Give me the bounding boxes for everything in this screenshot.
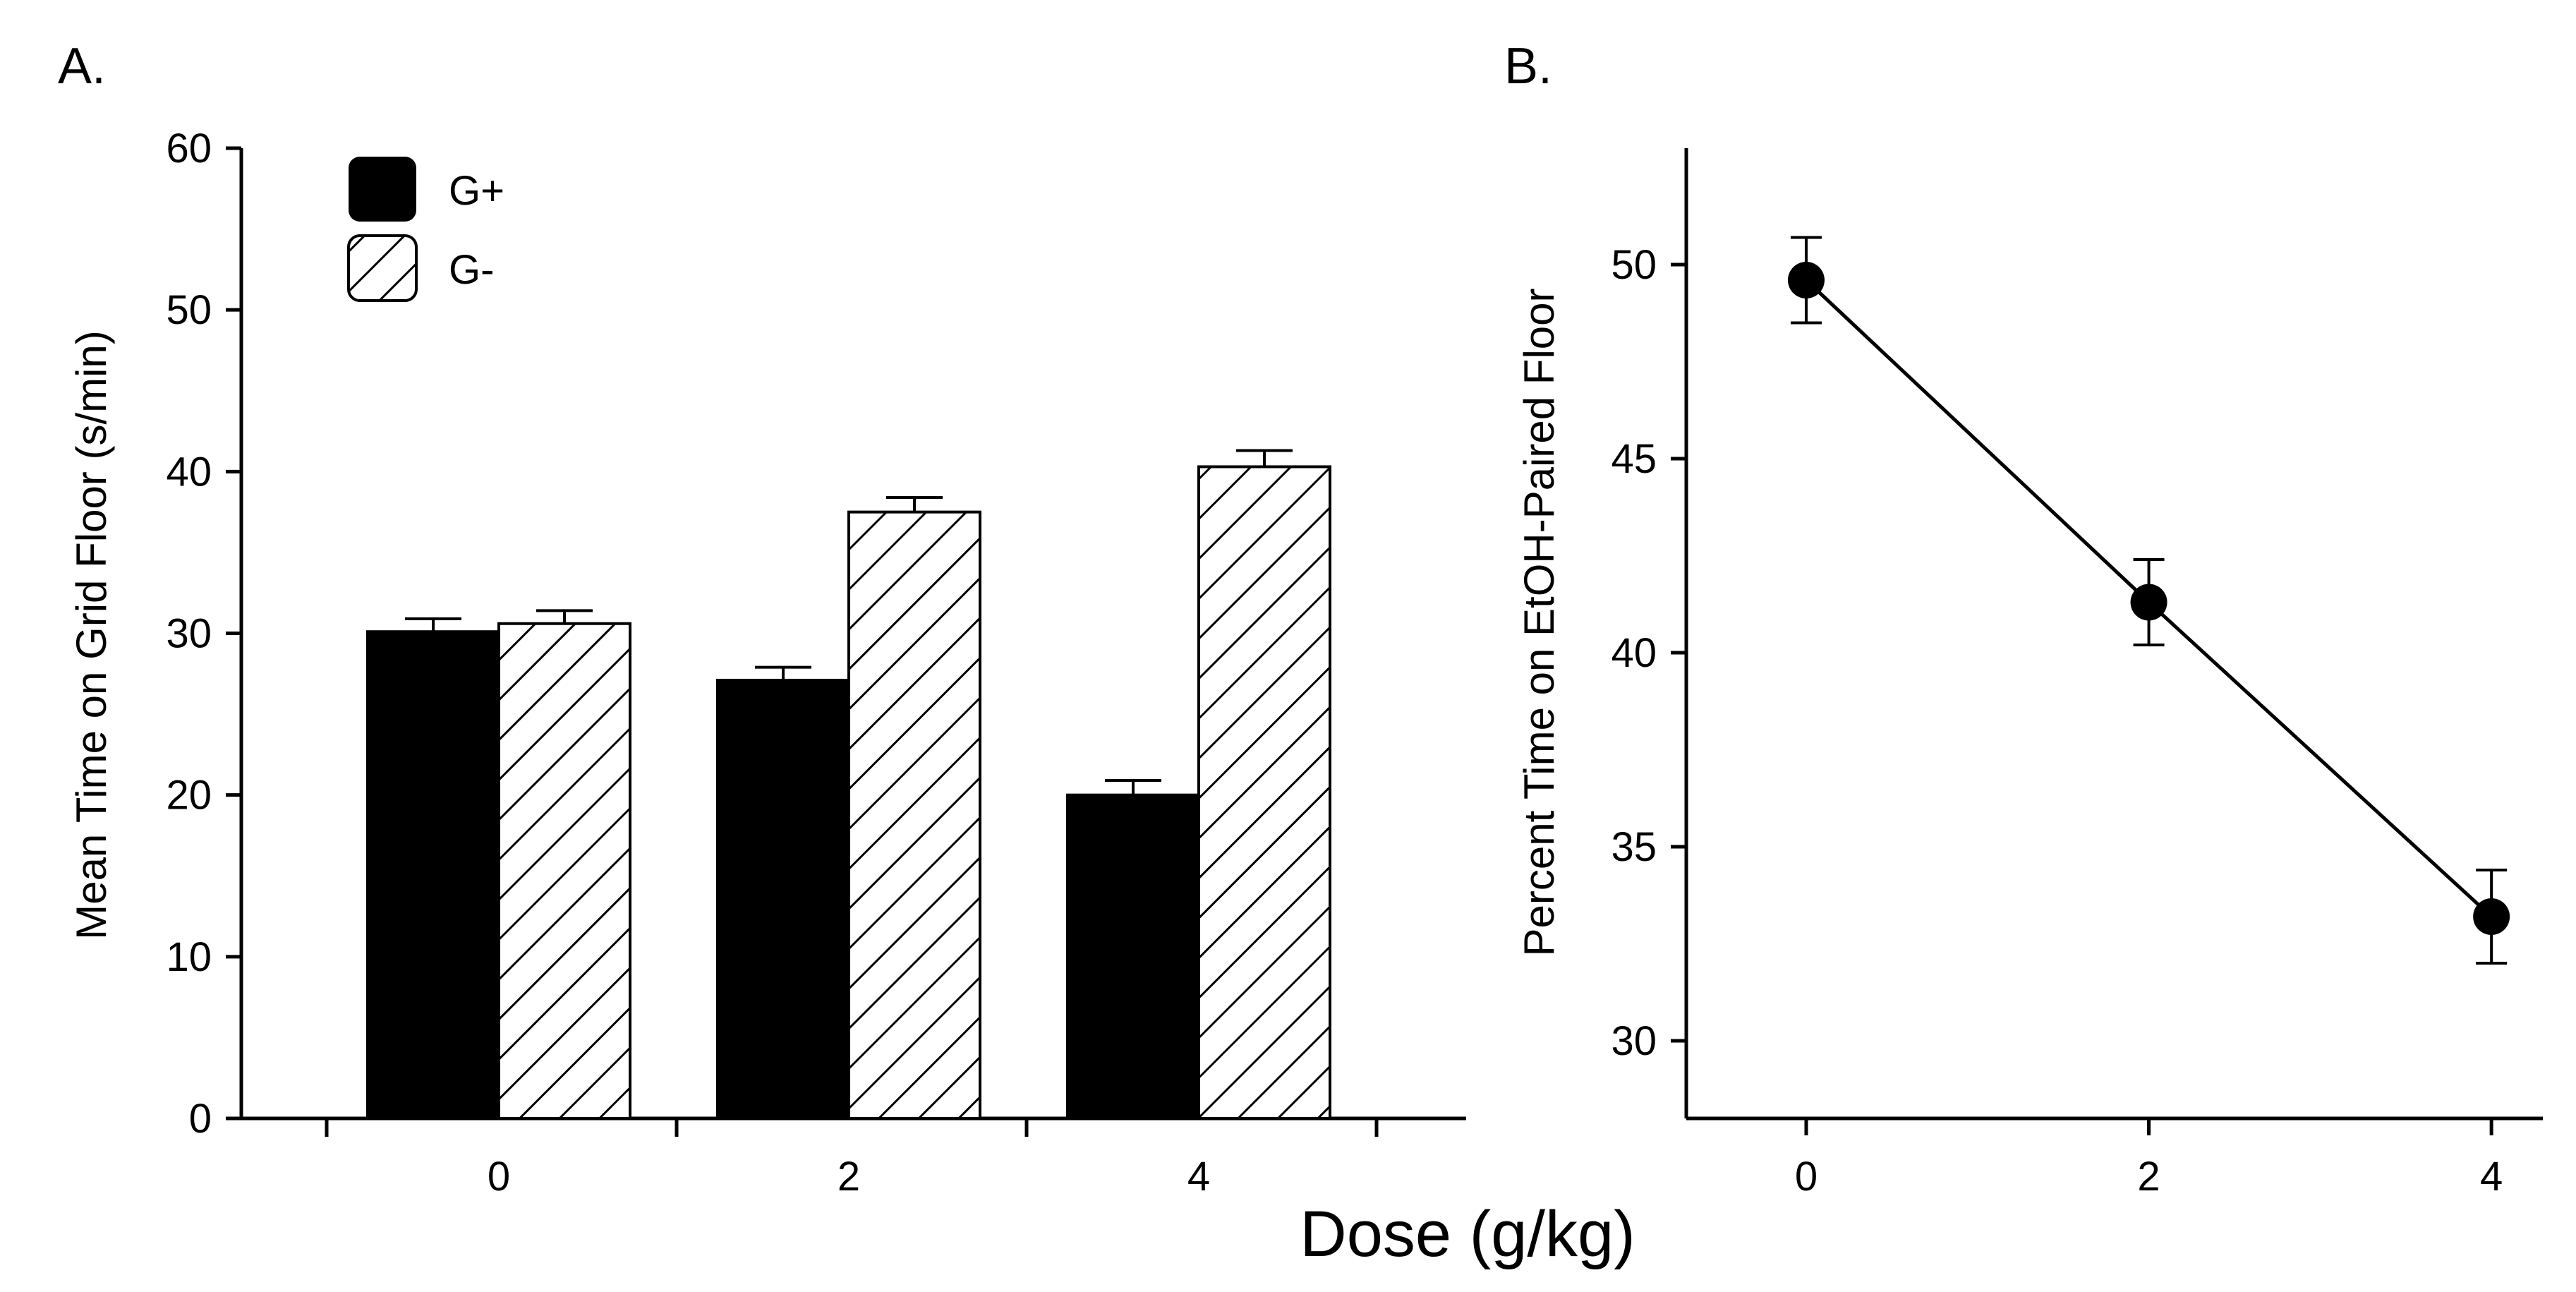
legend-swatch-g-minus <box>347 234 418 302</box>
panel-a-y-tick-label: 60 <box>166 126 212 171</box>
panel-b-y-tick-label: 35 <box>1611 824 1657 870</box>
panel-a-x-ticks: 0 2 4 <box>325 1118 1379 1200</box>
panel-b-x-ticks: 0 2 4 <box>1795 1118 2503 1200</box>
panel-b-y-tick-label: 45 <box>1611 436 1657 482</box>
data-point-dose-4 <box>2473 898 2510 935</box>
panel-a-y-tick-label: 20 <box>166 773 212 819</box>
panel-a-y-ticks: 0 10 20 30 40 50 60 <box>166 126 241 1142</box>
bar-g-plus-dose-0 <box>366 630 500 1120</box>
panel-b-x-tick-label: 2 <box>2137 1154 2160 1200</box>
bar-g-minus-dose-4 <box>1197 465 1331 1120</box>
bar-g-minus-dose-0 <box>497 622 631 1120</box>
panel-a-x-tick-label: 0 <box>488 1154 510 1200</box>
panel-b: B. 30 35 40 45 50 0 2 4 Percent Time on EtOH-P… <box>1504 38 2543 1200</box>
panel-a-label: A. <box>58 38 106 95</box>
panel-b-y-tick-label: 50 <box>1611 242 1657 288</box>
panel-b-label: B. <box>1504 38 1552 95</box>
panel-a-y-tick-label: 10 <box>166 934 212 980</box>
panel-a: A. 0 10 20 30 40 50 60 0 2 4 Mean Time on Grid F… <box>58 38 1466 1200</box>
shared-x-axis-label: Dose (g/kg) <box>1300 1198 1635 1270</box>
panel-a-legend: G+ G- <box>347 157 504 302</box>
panel-b-y-axis-label: Percent Time on EtOH-Paired Floor <box>1516 288 1563 956</box>
panel-b-y-ticks: 30 35 40 45 50 <box>1611 242 1686 1064</box>
panel-a-y-tick-label: 40 <box>166 449 212 495</box>
panel-b-x-tick-label: 4 <box>2480 1154 2503 1200</box>
panel-a-y-tick-label: 0 <box>189 1096 212 1142</box>
panel-b-y-tick-label: 40 <box>1611 630 1657 676</box>
panel-a-y-tick-label: 50 <box>166 287 212 333</box>
panel-b-series <box>1787 236 2510 965</box>
bar-g-minus-dose-2 <box>847 510 981 1120</box>
panel-a-y-axis-label: Mean Time on Grid Floor (s/min) <box>68 330 115 940</box>
panel-a-y-tick-label: 30 <box>166 611 212 657</box>
legend-label-g-plus: G+ <box>449 168 504 214</box>
legend-label-g-minus: G- <box>449 247 494 293</box>
panel-b-axes <box>1684 148 2543 1121</box>
data-point-dose-2 <box>2130 584 2167 621</box>
panel-a-x-tick-label: 4 <box>1187 1154 1210 1200</box>
panel-a-bars <box>366 449 1331 1120</box>
bar-g-plus-dose-4 <box>1066 793 1200 1120</box>
panel-a-x-tick-label: 2 <box>837 1154 860 1200</box>
bar-g-plus-dose-2 <box>716 678 850 1120</box>
panel-b-y-tick-label: 30 <box>1611 1018 1657 1064</box>
data-point-dose-0 <box>1787 262 1825 298</box>
panel-b-x-tick-label: 0 <box>1795 1154 1818 1200</box>
legend-swatch-g-plus <box>349 157 416 222</box>
